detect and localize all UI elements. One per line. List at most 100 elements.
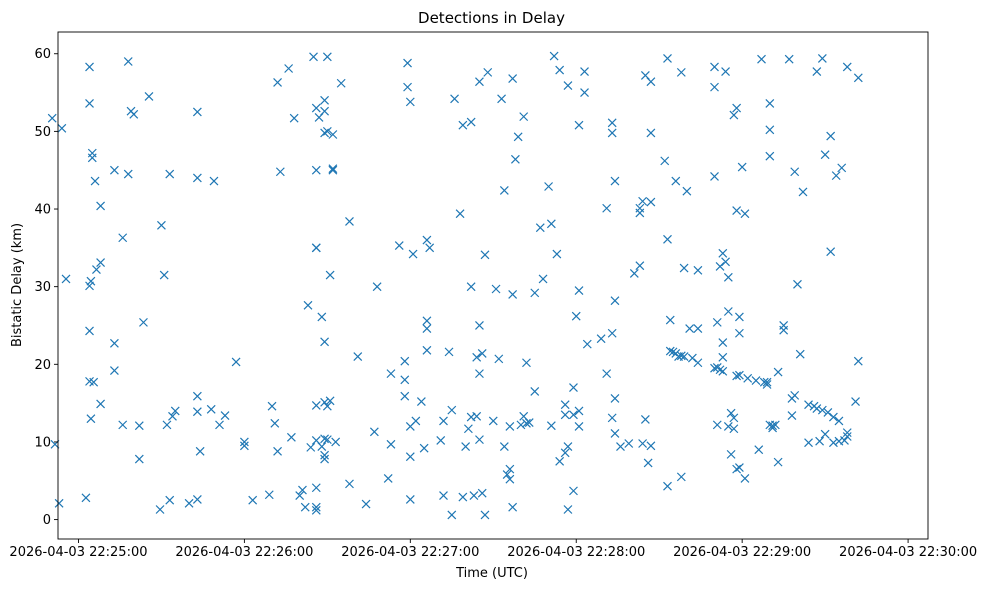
data-point — [311, 165, 321, 175]
data-point — [320, 397, 330, 407]
data-point — [311, 243, 321, 253]
data-point — [275, 167, 285, 177]
data-point — [505, 464, 515, 474]
data-point — [665, 315, 675, 325]
data-point — [710, 62, 719, 72]
data-point — [740, 474, 750, 483]
data-point — [516, 420, 526, 430]
data-point — [320, 128, 330, 138]
data-point — [646, 77, 656, 87]
data-point — [331, 437, 341, 447]
data-point — [499, 185, 509, 195]
data-point — [311, 505, 321, 515]
data-point — [721, 67, 730, 77]
data-point — [795, 349, 805, 359]
data-point — [311, 483, 321, 493]
data-point — [718, 338, 728, 347]
data-point — [530, 288, 540, 298]
data-point — [458, 120, 468, 130]
data-point — [663, 53, 672, 63]
data-point — [165, 169, 175, 179]
data-point — [679, 263, 689, 273]
data-point — [723, 272, 733, 282]
data-point — [422, 345, 432, 355]
data-point — [159, 270, 169, 280]
data-point — [477, 349, 487, 358]
data-point — [157, 220, 166, 230]
x-axis: 2026-04-03 22:25:00 2026-04-03 22:26:00 20… — [9, 539, 977, 560]
data-point — [488, 416, 498, 426]
data-point — [408, 249, 418, 259]
data-point — [779, 325, 789, 335]
data-point — [215, 420, 224, 430]
data-point — [787, 411, 797, 420]
data-point — [768, 421, 778, 431]
data-point — [790, 390, 800, 400]
data-point — [320, 434, 330, 444]
data-point — [784, 54, 794, 64]
data-point — [831, 171, 841, 181]
data-point — [710, 82, 719, 92]
data-point — [499, 442, 509, 452]
data-point — [552, 249, 562, 259]
data-point — [546, 219, 556, 229]
data-point — [640, 415, 650, 424]
data-point — [732, 206, 742, 216]
y-tick-label: 20 — [34, 358, 51, 373]
data-point — [129, 109, 139, 119]
data-point — [320, 454, 330, 464]
data-point — [555, 65, 565, 75]
data-point — [610, 176, 620, 186]
data-point — [320, 450, 330, 460]
data-point — [629, 269, 639, 278]
data-point — [732, 371, 742, 381]
data-point — [610, 394, 620, 403]
data-point — [480, 250, 490, 260]
data-point — [693, 324, 703, 334]
data-point — [494, 354, 504, 364]
data-point — [195, 446, 205, 456]
data-point — [646, 441, 656, 451]
data-point — [477, 488, 487, 498]
data-point — [820, 150, 830, 160]
data-point — [676, 67, 686, 77]
data-point — [574, 286, 584, 295]
data-point — [311, 103, 321, 113]
data-point — [109, 165, 119, 175]
data-point — [394, 241, 404, 250]
data-point — [309, 52, 318, 62]
data-point — [607, 128, 617, 138]
data-point — [580, 88, 589, 97]
data-point — [687, 353, 697, 363]
data-point — [403, 82, 412, 92]
y-tick-label: 60 — [34, 47, 51, 62]
data-point — [317, 442, 327, 452]
data-point — [400, 375, 410, 385]
data-point — [47, 113, 57, 123]
data-point — [837, 163, 847, 173]
data-point — [668, 347, 678, 357]
data-point — [853, 73, 863, 83]
data-point — [87, 148, 97, 158]
data-point — [574, 421, 584, 431]
data-point — [734, 312, 744, 322]
data-point — [676, 472, 686, 482]
data-point — [295, 491, 305, 500]
data-point — [610, 296, 620, 306]
data-point — [192, 494, 202, 504]
data-point — [682, 186, 692, 196]
data-point — [273, 446, 282, 456]
data-point — [469, 491, 479, 500]
data-point — [596, 334, 606, 344]
data-point — [638, 439, 648, 448]
y-axis-label: Bistatic Delay (km) — [10, 223, 25, 347]
data-point — [403, 58, 412, 68]
data-point — [635, 203, 645, 213]
data-point — [311, 401, 321, 410]
data-point — [447, 510, 457, 520]
data-point — [286, 432, 296, 442]
data-point — [693, 265, 703, 275]
data-point — [325, 396, 335, 406]
data-point — [798, 187, 808, 197]
data-point — [61, 274, 71, 284]
